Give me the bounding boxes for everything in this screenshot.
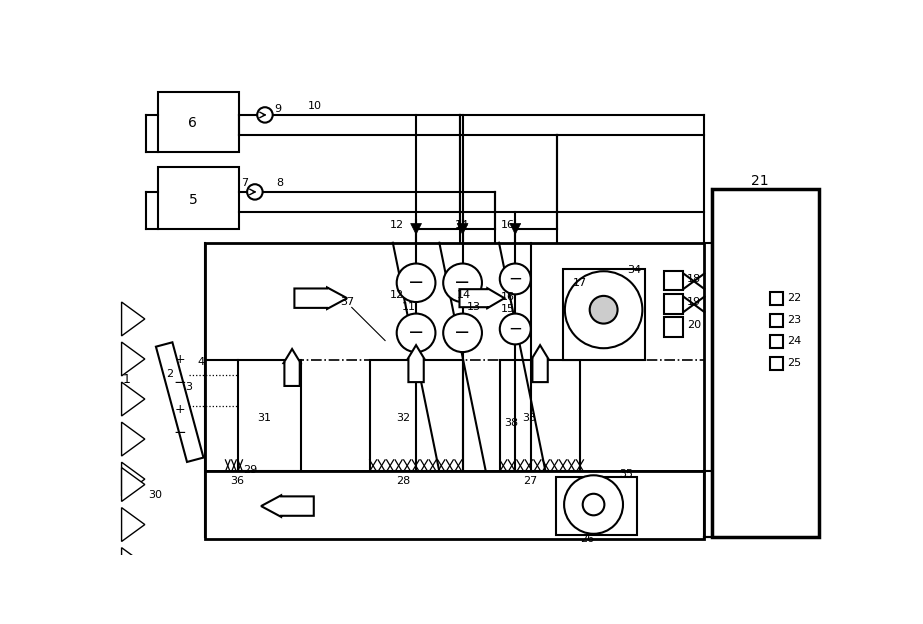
Text: 3: 3 [186, 382, 192, 392]
Polygon shape [122, 507, 145, 542]
Text: 26: 26 [581, 534, 594, 544]
Text: 29: 29 [244, 465, 258, 475]
Text: −: − [509, 270, 522, 288]
Text: 17: 17 [572, 278, 587, 288]
Bar [771, 335, 784, 348]
Text: +: + [174, 403, 185, 416]
Text: 37: 37 [340, 297, 354, 307]
Text: −: − [408, 323, 425, 343]
Text: −: − [454, 323, 471, 343]
Polygon shape [283, 349, 301, 386]
Text: 32: 32 [396, 412, 410, 422]
Polygon shape [122, 548, 145, 582]
Polygon shape [122, 422, 145, 456]
Bar [664, 318, 683, 337]
Polygon shape [122, 302, 145, 336]
Circle shape [590, 296, 617, 324]
Text: 16: 16 [501, 291, 515, 301]
Bar [556, 477, 637, 535]
Text: 27: 27 [523, 477, 537, 487]
Text: 10: 10 [307, 100, 321, 110]
Circle shape [499, 314, 531, 344]
Text: 20: 20 [688, 320, 701, 330]
Polygon shape [460, 288, 505, 308]
Text: 12: 12 [390, 290, 404, 300]
Polygon shape [261, 495, 314, 517]
Text: −: − [509, 320, 522, 338]
Text: 12: 12 [390, 220, 404, 230]
Text: −: − [408, 273, 425, 292]
Circle shape [443, 314, 482, 352]
Text: 13: 13 [467, 303, 481, 313]
Bar [205, 471, 704, 539]
Text: 33: 33 [522, 412, 536, 422]
Polygon shape [532, 345, 548, 382]
Text: 31: 31 [258, 412, 271, 422]
Text: 6: 6 [188, 117, 198, 130]
Text: 18: 18 [688, 274, 701, 284]
Polygon shape [457, 223, 468, 234]
Circle shape [565, 271, 642, 348]
Text: 21: 21 [751, 174, 769, 188]
Text: 38: 38 [505, 418, 519, 428]
Polygon shape [411, 223, 422, 234]
Text: 22: 22 [787, 293, 801, 303]
Bar [156, 343, 203, 462]
Text: 14: 14 [456, 290, 471, 300]
Text: −: − [174, 426, 186, 441]
Circle shape [564, 475, 623, 534]
Text: 34: 34 [627, 265, 641, 275]
Bar [238, 360, 302, 471]
Polygon shape [122, 462, 145, 496]
Bar [205, 243, 704, 471]
Polygon shape [509, 223, 521, 234]
Circle shape [397, 314, 436, 352]
Text: +: + [174, 353, 185, 366]
Circle shape [443, 263, 482, 302]
Text: 23: 23 [787, 314, 801, 324]
Bar [713, 189, 819, 537]
Text: 28: 28 [396, 477, 410, 487]
Text: 8: 8 [277, 178, 283, 188]
Text: 4: 4 [198, 357, 205, 367]
Bar [158, 92, 239, 152]
Polygon shape [122, 342, 145, 376]
Text: 16: 16 [501, 220, 515, 230]
Polygon shape [122, 467, 145, 502]
Circle shape [397, 263, 436, 302]
Text: 36: 36 [230, 477, 244, 487]
Text: −: − [174, 376, 186, 391]
Text: 35: 35 [619, 469, 633, 479]
Circle shape [499, 263, 531, 295]
Bar [158, 167, 239, 229]
Polygon shape [122, 382, 145, 416]
Text: 1: 1 [123, 373, 131, 386]
Text: 15: 15 [501, 304, 515, 314]
Polygon shape [408, 345, 425, 382]
Text: 7: 7 [241, 178, 248, 188]
Bar [369, 360, 462, 471]
Bar [771, 314, 784, 327]
Circle shape [247, 184, 263, 200]
Text: 24: 24 [787, 336, 801, 346]
Circle shape [258, 107, 272, 123]
Text: 14: 14 [455, 220, 469, 230]
Bar [563, 269, 644, 360]
Text: 25: 25 [787, 358, 801, 368]
Polygon shape [294, 288, 347, 309]
Text: 9: 9 [274, 104, 282, 114]
Bar [664, 295, 683, 314]
Bar [771, 357, 784, 370]
Bar [664, 271, 683, 291]
Text: −: − [454, 273, 471, 292]
Text: 19: 19 [688, 297, 701, 307]
Text: 2: 2 [166, 369, 174, 379]
Text: 11: 11 [402, 303, 415, 313]
Text: 30: 30 [148, 490, 162, 500]
Text: 5: 5 [188, 193, 198, 207]
Circle shape [582, 494, 605, 515]
Bar [771, 292, 784, 305]
Bar [499, 360, 581, 471]
